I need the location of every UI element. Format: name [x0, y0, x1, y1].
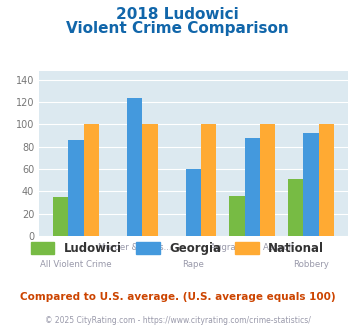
- Bar: [260, 124, 275, 236]
- Bar: [288, 179, 303, 236]
- Bar: [69, 140, 84, 236]
- Bar: [201, 124, 217, 236]
- Bar: [245, 138, 260, 236]
- Bar: [186, 169, 201, 236]
- Bar: [53, 197, 69, 236]
- Text: Robbery: Robbery: [293, 260, 329, 269]
- Bar: [127, 98, 142, 236]
- Bar: [303, 133, 318, 236]
- Text: Rape: Rape: [182, 260, 204, 269]
- Legend: Ludowici, Georgia, National: Ludowici, Georgia, National: [26, 237, 329, 260]
- Bar: [84, 124, 99, 236]
- Text: All Violent Crime: All Violent Crime: [40, 260, 112, 269]
- Text: Murder & Mans...: Murder & Mans...: [98, 243, 171, 252]
- Text: Aggravated Assault: Aggravated Assault: [210, 243, 294, 252]
- Bar: [229, 196, 245, 236]
- Text: © 2025 CityRating.com - https://www.cityrating.com/crime-statistics/: © 2025 CityRating.com - https://www.city…: [45, 316, 310, 325]
- Text: Violent Crime Comparison: Violent Crime Comparison: [66, 21, 289, 36]
- Bar: [318, 124, 334, 236]
- Text: 2018 Ludowici: 2018 Ludowici: [116, 7, 239, 21]
- Bar: [142, 124, 158, 236]
- Text: Compared to U.S. average. (U.S. average equals 100): Compared to U.S. average. (U.S. average …: [20, 292, 335, 302]
